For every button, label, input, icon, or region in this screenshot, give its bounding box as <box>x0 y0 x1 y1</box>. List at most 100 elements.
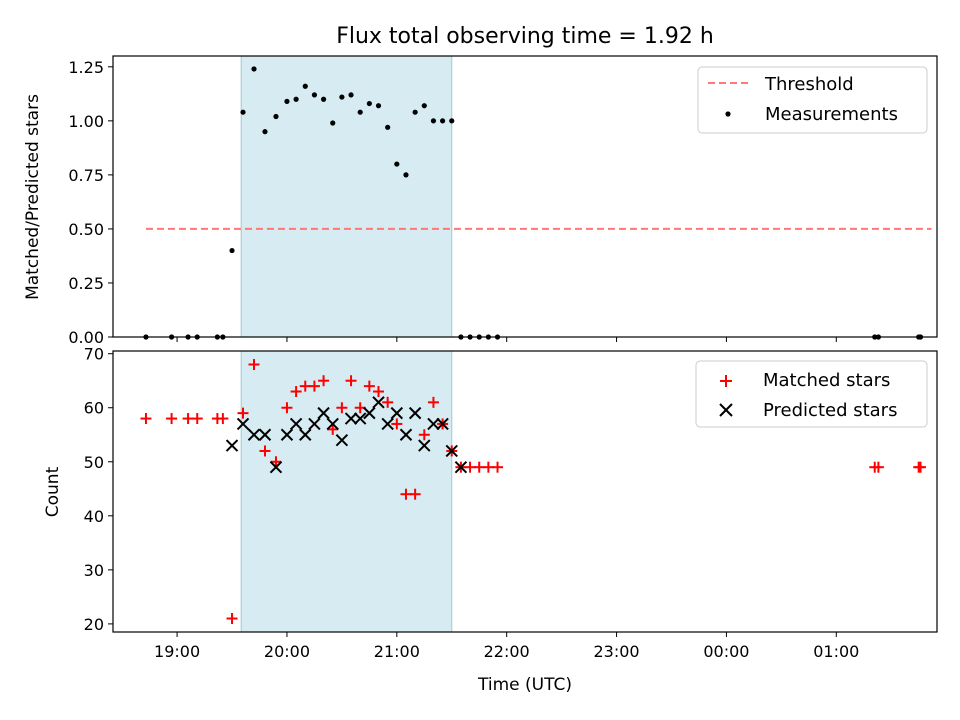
measurement-point <box>273 113 279 120</box>
predicted-point-b <box>269 460 283 474</box>
measurement-point <box>394 161 400 167</box>
measurement-point <box>412 109 418 115</box>
matched-point <box>270 456 282 468</box>
ratio-y-axis-label: Matched/Predicted stars <box>23 94 43 300</box>
predicted-point-b <box>427 417 440 431</box>
measurement-point <box>385 124 391 130</box>
shaded-span <box>240 350 453 633</box>
ratio-legend-box <box>697 66 928 134</box>
y-tick-label: 1.25 <box>68 58 104 77</box>
count-points-layer <box>140 359 927 624</box>
predicted-point-b <box>308 417 321 431</box>
x-axis-label: Time (UTC) <box>477 675 572 695</box>
measurement-point <box>262 129 268 135</box>
predicted-point <box>363 406 376 420</box>
measurement-point <box>348 92 354 98</box>
y-tick-label: 70 <box>84 345 104 364</box>
predicted-point-b <box>390 406 404 420</box>
predicted-point <box>247 428 261 441</box>
predicted-point <box>335 433 349 447</box>
count-shaded-span-layer <box>240 350 453 633</box>
measurement-point <box>449 118 455 124</box>
measurement-point <box>311 92 318 98</box>
ratio-legend: Threshold Measurements <box>697 66 928 134</box>
measurement-point <box>240 109 246 115</box>
predicted-point <box>372 396 385 409</box>
panel-count: 20 30 40 50 60 70 19:00 20:00 21:00 22:00 23:00 00… <box>43 345 938 695</box>
y-tick-label: 20 <box>84 615 104 634</box>
matched-point <box>872 461 884 473</box>
predicted-point-b <box>418 439 431 452</box>
predicted-point <box>299 428 312 441</box>
predicted-point <box>225 439 239 452</box>
y-tick-label: 1.00 <box>68 112 104 131</box>
predicted-point <box>418 439 431 452</box>
ratio-shaded-span-layer <box>240 55 453 338</box>
matched-point <box>363 380 375 392</box>
matched-point <box>191 413 203 425</box>
measurement-point <box>430 118 437 124</box>
predicted-point-b <box>317 406 330 420</box>
measurement-point <box>320 96 327 102</box>
measurement-point <box>284 98 290 104</box>
measurement-point <box>330 120 336 126</box>
predicted-point-b <box>353 412 367 425</box>
measurement-point <box>403 172 409 178</box>
x-tick-label: 19:00 <box>154 642 200 661</box>
predicted-point <box>390 406 404 420</box>
ratio-y-axis: 0.00 0.25 0.50 0.75 1.00 1.25 <box>68 58 113 347</box>
matched-point <box>373 386 385 398</box>
x-tick-label: 00:00 <box>703 642 749 661</box>
count-y-axis-label: Count <box>43 466 63 517</box>
predicted-point <box>408 406 422 420</box>
predicted-point <box>445 444 458 458</box>
count-x-axis: 19:00 20:00 21:00 22:00 23:00 00:00 01:00 <box>154 632 859 661</box>
matched-point <box>427 396 439 408</box>
threshold-legend-label: Threshold <box>764 74 854 95</box>
predicted-point <box>399 428 413 441</box>
shaded-span <box>240 55 453 338</box>
matched-point <box>409 488 421 500</box>
predicted-point-b <box>445 444 458 458</box>
count-legend: Matched stars Predicted stars <box>695 360 928 428</box>
matched-point <box>318 375 330 387</box>
matched-point <box>492 461 504 473</box>
y-tick-label: 60 <box>84 399 104 418</box>
predicted-point <box>326 417 339 431</box>
matched-point <box>391 418 403 430</box>
matched-legend-swatch <box>720 375 732 387</box>
x-tick-label: 20:00 <box>264 642 310 661</box>
x-tick-label: 22:00 <box>484 642 530 661</box>
measurement-point <box>339 94 345 100</box>
predicted-legend-swatch <box>719 403 733 417</box>
predicted-legend-label: Predicted stars <box>763 400 897 421</box>
predicted-point-b <box>344 412 358 425</box>
x-tick-label: 21:00 <box>374 642 420 661</box>
count-y-axis: 20 30 40 50 60 70 <box>84 345 113 634</box>
matched-point <box>166 413 178 425</box>
predicted-point-b <box>289 417 303 431</box>
predicted-point-b <box>299 428 312 441</box>
matched-point <box>345 375 357 387</box>
matched-point <box>140 413 152 425</box>
predicted-point-b <box>408 406 422 420</box>
matched-point <box>418 429 430 441</box>
measurement-point <box>357 109 363 115</box>
predicted-point-b <box>225 439 239 452</box>
predicted-point-b <box>436 417 449 431</box>
ratio-plot-frame <box>112 55 938 338</box>
y-tick-label: 0.00 <box>68 328 104 347</box>
y-tick-label: 40 <box>84 507 104 526</box>
predicted-point-b <box>381 417 394 431</box>
predicted-point-b <box>247 428 261 441</box>
predicted-point-b <box>372 396 385 409</box>
predicted-point <box>344 412 358 425</box>
ratio-x-ticks <box>176 337 837 342</box>
predicted-point <box>381 417 394 431</box>
panel-ratio: 0.00 0.25 0.50 0.75 1.00 1.25 Matched/Predict… <box>23 55 938 347</box>
matched-point <box>327 423 339 435</box>
matched-point <box>259 445 271 457</box>
matched-point <box>308 380 320 392</box>
x-tick-label: 01:00 <box>813 642 859 661</box>
predicted-point-b <box>258 428 272 441</box>
